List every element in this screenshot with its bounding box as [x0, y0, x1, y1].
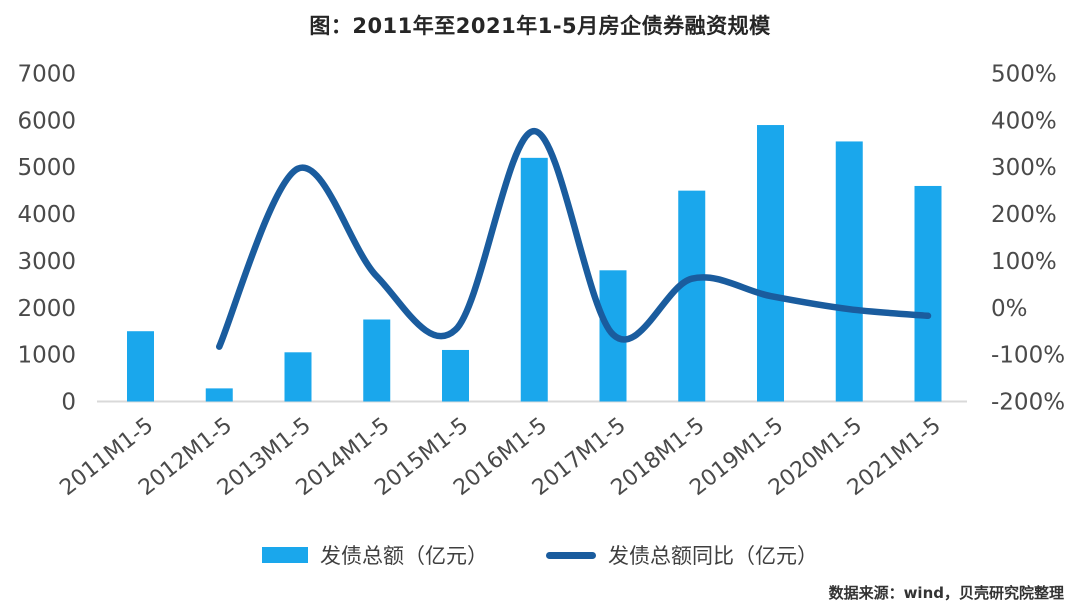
bar-2019M1-5	[757, 125, 784, 402]
bar-2016M1-5	[520, 157, 548, 402]
right-axis-tick-label: 100%	[991, 249, 1057, 275]
legend-line-label: 发债总额同比（亿元）	[608, 544, 818, 568]
legend-item-line: 发债总额同比（亿元）	[546, 540, 818, 570]
bar-2011M1-5	[127, 331, 154, 402]
chart-legend: 发债总额（亿元） 发债总额同比（亿元）	[0, 540, 1080, 570]
bar-2013M1-5	[284, 352, 312, 402]
right-axis-tick-label: 500%	[991, 62, 1057, 88]
yoy-line	[216, 127, 932, 350]
legend-bar-label: 发债总额（亿元）	[320, 544, 488, 568]
right-axis-tick-label: 200%	[991, 202, 1057, 228]
left-axis-tick-label: 3000	[17, 249, 76, 275]
bar-2018M1-5	[678, 190, 706, 402]
left-axis-tick-label: 6000	[17, 108, 76, 134]
line-series-swatch	[546, 551, 596, 559]
left-axis-tick-label: 7000	[17, 62, 76, 88]
left-axis-tick-label: 0	[61, 390, 76, 416]
right-axis-tick-label: -100%	[991, 343, 1065, 369]
left-axis-tick-label: 4000	[17, 202, 76, 228]
bar-2014M1-5	[363, 319, 391, 402]
bar-2021M1-5	[914, 185, 942, 402]
bar-2012M1-5	[205, 388, 233, 402]
left-axis-tick-label: 1000	[17, 343, 76, 369]
legend-item-bars: 发债总额（亿元）	[262, 540, 488, 570]
data-source-note: 数据来源：wind，贝壳研究院整理	[828, 584, 1064, 602]
chart-title: 图：2011年至2021年1-5月房企债券融资规模	[309, 14, 771, 38]
right-axis-tick-label: 400%	[991, 108, 1057, 134]
bar-series-swatch	[262, 547, 308, 563]
right-axis-tick-label: 0%	[991, 296, 1028, 322]
right-axis-tick-label: -200%	[991, 390, 1065, 416]
right-axis-tick-label: 300%	[991, 155, 1057, 181]
left-axis-tick-label: 5000	[17, 155, 76, 181]
bar-2015M1-5	[442, 349, 469, 402]
bar-2020M1-5	[835, 141, 863, 402]
left-axis-tick-label: 2000	[17, 296, 76, 322]
